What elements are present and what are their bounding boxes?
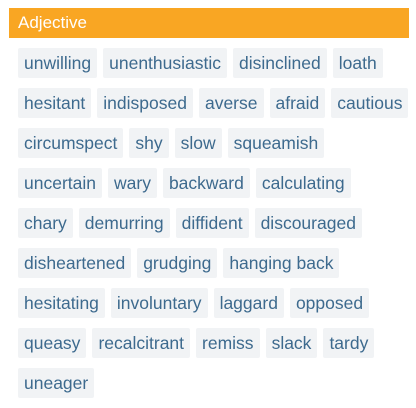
word-chip[interactable]: laggard — [213, 288, 284, 318]
word-chip[interactable]: slack — [265, 328, 318, 358]
word-chip[interactable]: averse — [198, 88, 264, 118]
word-list: unwilling unenthusiastic disinclined loath h… — [9, 38, 409, 398]
word-chip[interactable]: backward — [162, 168, 250, 198]
word-chip[interactable]: shy — [129, 128, 169, 158]
word-chip[interactable]: uneager — [18, 368, 95, 398]
word-chip[interactable]: hanging back — [223, 248, 340, 278]
word-chip[interactable]: remiss — [196, 328, 260, 358]
word-chip[interactable]: hesitant — [18, 88, 92, 118]
word-chip[interactable]: recalcitrant — [92, 328, 191, 358]
word-chip[interactable]: discouraged — [254, 208, 362, 238]
word-chip[interactable]: disinclined — [233, 48, 327, 78]
word-chip[interactable]: indisposed — [97, 88, 193, 118]
word-chip[interactable]: grudging — [137, 248, 218, 278]
synonym-panel: Adjective unwilling unenthusiastic disincl… — [9, 8, 409, 398]
word-chip[interactable]: involuntary — [110, 288, 208, 318]
word-chip[interactable]: hesitating — [18, 288, 105, 318]
word-chip[interactable]: tardy — [323, 328, 375, 358]
word-chip[interactable]: opposed — [289, 288, 370, 318]
word-chip[interactable]: loath — [332, 48, 383, 78]
word-chip[interactable]: cautious — [331, 88, 409, 118]
word-chip[interactable]: demurring — [78, 208, 170, 238]
word-chip[interactable]: circumspect — [18, 128, 124, 158]
word-chip[interactable]: squeamish — [227, 128, 325, 158]
word-chip[interactable]: unwilling — [18, 48, 98, 78]
word-chip[interactable]: slow — [174, 128, 222, 158]
section-header: Adjective — [9, 8, 409, 38]
word-chip[interactable]: wary — [108, 168, 157, 198]
word-chip[interactable]: unenthusiastic — [103, 48, 228, 78]
word-chip[interactable]: afraid — [269, 88, 326, 118]
word-chip[interactable]: queasy — [18, 328, 87, 358]
word-chip[interactable]: disheartened — [18, 248, 132, 278]
word-chip[interactable]: calculating — [255, 168, 351, 198]
word-chip[interactable]: diffident — [175, 208, 249, 238]
word-chip[interactable]: uncertain — [18, 168, 102, 198]
word-chip[interactable]: chary — [18, 208, 73, 238]
